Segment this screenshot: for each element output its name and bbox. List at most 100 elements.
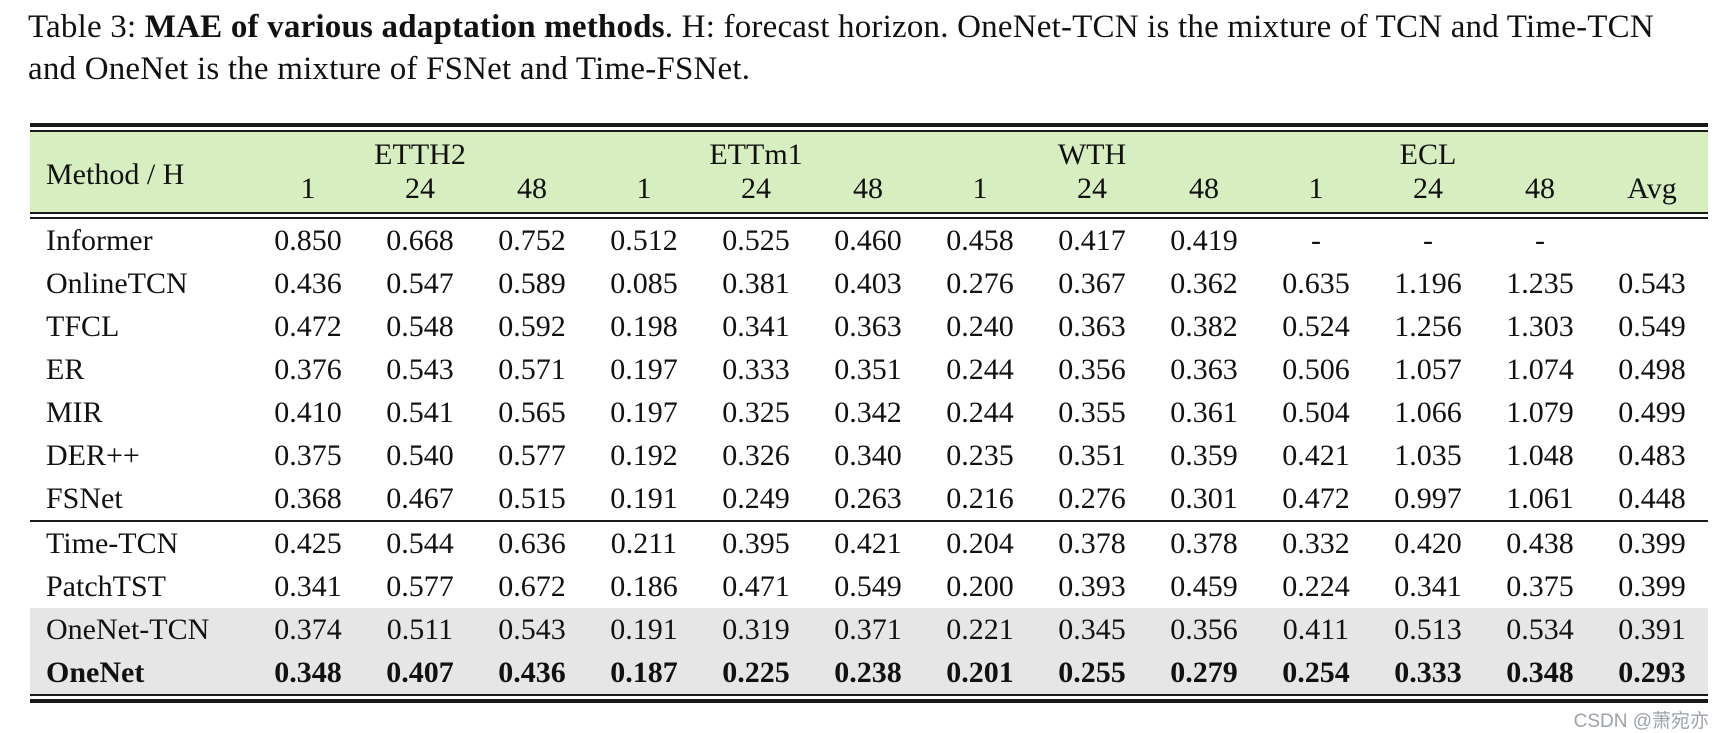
value-cell: 0.504 bbox=[1282, 395, 1350, 429]
avg-header: Avg bbox=[1627, 172, 1677, 205]
horizon-header: 48 bbox=[517, 172, 547, 205]
method-header: Method / H bbox=[46, 158, 185, 191]
value-cell: 0.363 bbox=[1170, 352, 1238, 386]
caption-title: MAE of various adaptation methods bbox=[144, 9, 665, 45]
value-cell: 0.498 bbox=[1618, 352, 1686, 386]
value-cell: 0.375 bbox=[1506, 569, 1574, 603]
value-cell: 0.325 bbox=[722, 395, 790, 429]
method-name: OneNet bbox=[46, 655, 145, 689]
horizon-header: 24 bbox=[405, 172, 435, 205]
value-cell: 0.543 bbox=[1618, 266, 1686, 300]
value-cell: 0.436 bbox=[274, 266, 342, 300]
value-cell: 0.577 bbox=[386, 569, 454, 603]
value-cell: 0.363 bbox=[834, 309, 902, 343]
value-cell: 0.224 bbox=[1282, 569, 1350, 603]
horizon-header: 1 bbox=[972, 172, 988, 205]
value-cell: 0.459 bbox=[1170, 569, 1238, 603]
value-cell: 0.341 bbox=[1394, 569, 1462, 603]
value-cell: 0.359 bbox=[1170, 438, 1238, 472]
horizon-header: 24 bbox=[1413, 172, 1443, 205]
table-row: DER++ 0.375 0.540 0.577 0.192 0.326 0.340 0.235… bbox=[30, 434, 1708, 477]
horizon-header: 1 bbox=[636, 172, 652, 205]
value-cell: 0.301 bbox=[1170, 481, 1238, 515]
value-cell: 1.074 bbox=[1506, 352, 1574, 386]
value-cell: 0.375 bbox=[274, 438, 342, 472]
caption-rest: . H: forecast horizon. OneNet-TCN is the… bbox=[28, 9, 1654, 87]
value-cell: 0.407 bbox=[386, 655, 454, 689]
horizon-header: 24 bbox=[741, 172, 771, 205]
value-cell: 0.850 bbox=[274, 223, 342, 257]
value-cell: 0.436 bbox=[498, 655, 566, 689]
value-cell: 0.333 bbox=[1394, 655, 1462, 689]
value-cell: 0.186 bbox=[610, 569, 678, 603]
table-caption: Table 3: MAE of various adaptation metho… bbox=[28, 6, 1689, 90]
value-cell: - bbox=[1423, 223, 1433, 257]
value-cell: 0.382 bbox=[1170, 309, 1238, 343]
value-cell: 1.079 bbox=[1506, 395, 1574, 429]
value-cell: 0.417 bbox=[1058, 223, 1126, 257]
value-cell: 0.438 bbox=[1484, 520, 1596, 565]
value-cell: 0.341 bbox=[722, 309, 790, 343]
method-name: Time-TCN bbox=[30, 520, 252, 565]
value-cell: 0.378 bbox=[1148, 520, 1260, 565]
horizon-header-row: 1 24 48 1 24 48 1 24 48 1 24 48 Avg bbox=[30, 172, 1708, 212]
value-cell: 0.221 bbox=[946, 612, 1014, 646]
value-cell: 0.460 bbox=[834, 223, 902, 257]
value-cell: 0.254 bbox=[1282, 655, 1350, 689]
value-cell: 0.204 bbox=[924, 520, 1036, 565]
horizon-header: 48 bbox=[853, 172, 883, 205]
value-cell: 0.356 bbox=[1058, 352, 1126, 386]
value-cell: 0.548 bbox=[386, 309, 454, 343]
caption-label: Table 3: bbox=[28, 9, 145, 45]
value-cell: 0.351 bbox=[834, 352, 902, 386]
value-cell: 0.333 bbox=[722, 352, 790, 386]
method-name: OnlineTCN bbox=[46, 266, 188, 300]
table-row: ER 0.376 0.543 0.571 0.197 0.333 0.351 0.244 0.3… bbox=[30, 348, 1708, 391]
value-cell: 0.515 bbox=[498, 481, 566, 515]
value-cell: 0.540 bbox=[386, 438, 454, 472]
value-cell: 0.197 bbox=[610, 395, 678, 429]
value-cell: 0.355 bbox=[1058, 395, 1126, 429]
value-cell: 0.534 bbox=[1506, 612, 1574, 646]
value-cell: 1.048 bbox=[1506, 438, 1574, 472]
value-cell: 0.192 bbox=[610, 438, 678, 472]
value-cell: 0.342 bbox=[834, 395, 902, 429]
value-cell: 0.200 bbox=[946, 569, 1014, 603]
value-cell: 0.635 bbox=[1282, 266, 1350, 300]
value-cell: 0.378 bbox=[1036, 520, 1148, 565]
value-cell: 0.244 bbox=[946, 352, 1014, 386]
value-cell: 0.191 bbox=[610, 612, 678, 646]
table-row: FSNet 0.368 0.467 0.515 0.191 0.249 0.263 0.216… bbox=[30, 477, 1708, 521]
value-cell: 0.279 bbox=[1170, 655, 1238, 689]
value-cell: 0.255 bbox=[1058, 655, 1126, 689]
value-cell: 0.483 bbox=[1618, 438, 1686, 472]
value-cell: 0.395 bbox=[700, 520, 812, 565]
value-cell: 0.197 bbox=[610, 352, 678, 386]
value-cell bbox=[1596, 219, 1708, 262]
value-cell: 0.420 bbox=[1372, 520, 1484, 565]
table-body-table: Informer 0.850 0.668 0.752 0.512 0.525 0.460 0.… bbox=[30, 219, 1708, 694]
value-cell: 0.458 bbox=[946, 223, 1014, 257]
value-cell: 0.668 bbox=[386, 223, 454, 257]
value-cell: 0.391 bbox=[1618, 612, 1686, 646]
group-header-wth: WTH bbox=[1057, 138, 1127, 171]
value-cell: 1.196 bbox=[1394, 266, 1462, 300]
value-cell: 0.543 bbox=[498, 612, 566, 646]
method-name: ER bbox=[46, 352, 85, 386]
value-cell: 0.472 bbox=[1282, 481, 1350, 515]
watermark: CSDN @萧宛亦 bbox=[1573, 711, 1709, 732]
value-cell: 0.276 bbox=[1058, 481, 1126, 515]
group-header-row: Method / H ETTH2 ETTm1 WTH ECL bbox=[30, 132, 1708, 191]
value-cell: 0.263 bbox=[834, 481, 902, 515]
group-header-etth2: ETTH2 bbox=[374, 138, 466, 171]
value-cell: 0.403 bbox=[834, 266, 902, 300]
value-cell: 0.332 bbox=[1260, 520, 1372, 565]
value-cell: 0.363 bbox=[1058, 309, 1126, 343]
value-cell: 0.340 bbox=[834, 438, 902, 472]
value-cell: 0.513 bbox=[1394, 612, 1462, 646]
value-cell: 0.549 bbox=[1618, 309, 1686, 343]
method-name: FSNet bbox=[46, 481, 123, 515]
value-cell: 0.225 bbox=[722, 655, 790, 689]
table-body: Informer 0.850 0.668 0.752 0.512 0.525 0.460 0.… bbox=[30, 219, 1708, 694]
table-row: PatchTST 0.341 0.577 0.672 0.186 0.471 0.549 0.… bbox=[30, 565, 1708, 608]
